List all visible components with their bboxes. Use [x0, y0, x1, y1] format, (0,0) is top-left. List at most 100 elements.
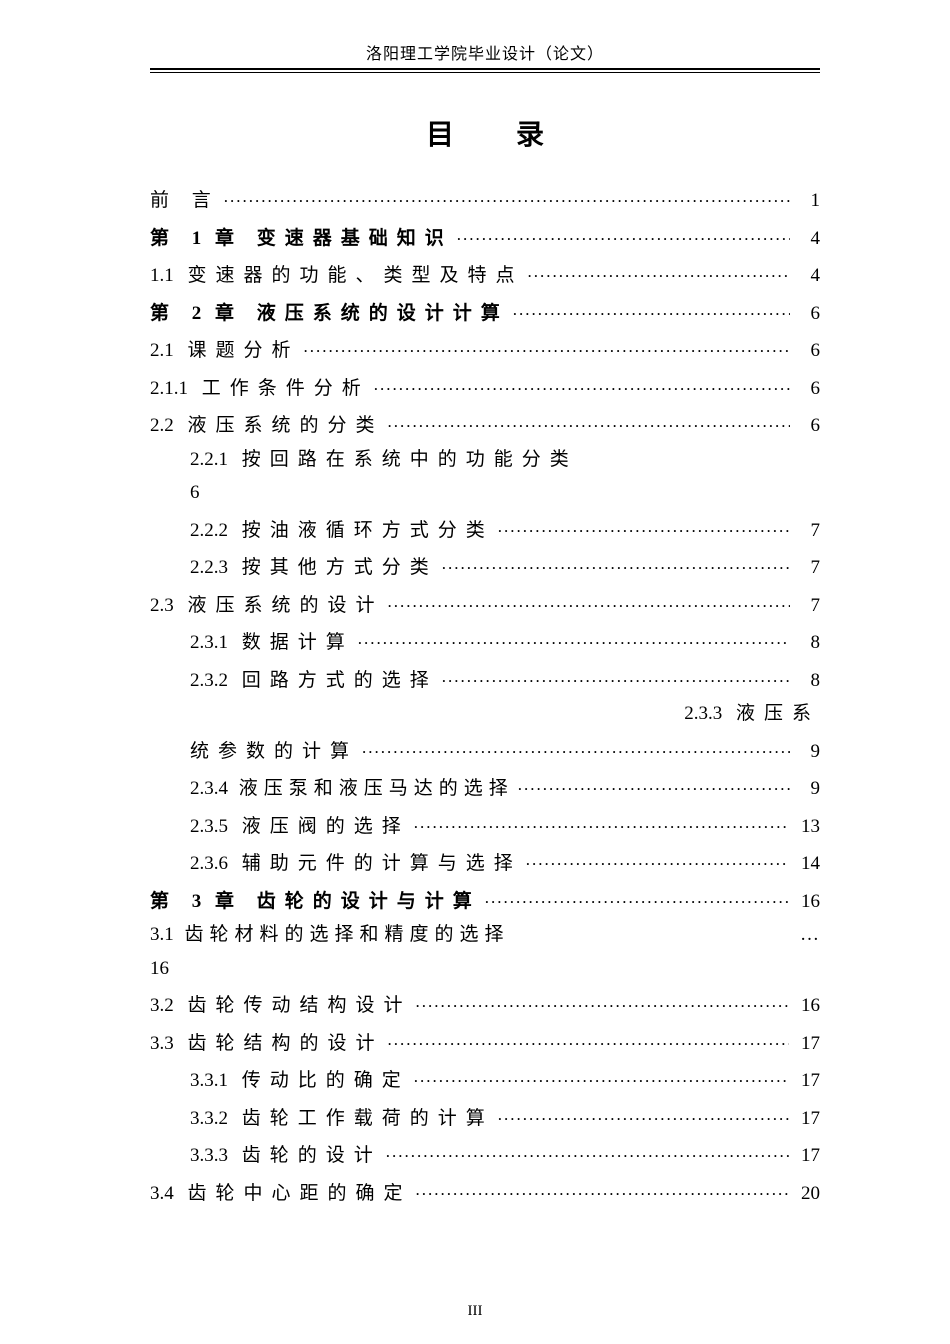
leader [526, 850, 789, 869]
toc-label: 统参数的计算 [190, 742, 358, 761]
toc-label: 2.1.1 工作条件分析 [150, 379, 370, 398]
toc-label: 2.3.6 辅助元件的计算与选择 [190, 854, 522, 873]
toc-label: 第 3 章 齿轮的设计与计算 [150, 892, 481, 911]
toc-page: 13 [793, 817, 820, 836]
toc-row: 3.2 齿轮传动结构设计 16 [150, 992, 820, 1015]
toc-row: 2.3 液压系统的设计 7 [150, 592, 820, 615]
toc-row: 2.1 课题分析 6 [150, 337, 820, 360]
leader [388, 1030, 789, 1049]
toc-row: 6 [150, 483, 820, 502]
toc-row: 3.3.2 齿轮工作载荷的计算 17 [150, 1105, 820, 1128]
toc-label: 2.3.4 液压泵和液压马达的选择 [190, 779, 514, 798]
toc-label: 2.3.2 回路方式的选择 [190, 671, 438, 690]
toc-page: 9 [794, 779, 820, 798]
toc-page: 8 [794, 633, 820, 652]
toc-label: 第 2 章 液压系统的设计计算 [150, 304, 509, 323]
toc-page: 14 [793, 854, 820, 873]
leader [498, 1105, 789, 1124]
leader [388, 412, 790, 431]
leader [416, 1180, 789, 1199]
toc-page: 7 [794, 521, 820, 540]
toc-row: 前 言 1 [150, 187, 820, 210]
toc-row: 2.2 液压系统的分类 6 [150, 412, 820, 435]
toc-page: 4 [794, 229, 820, 248]
toc-page: 1 [794, 191, 820, 210]
toc-label: 3.3.1 传动比的确定 [190, 1071, 410, 1090]
leader [442, 667, 790, 686]
toc-label: 3.3.3 齿轮的设计 [190, 1146, 382, 1165]
toc-row: 3.3.3 齿轮的设计 17 [150, 1142, 820, 1165]
title: 目 录 [150, 113, 820, 153]
toc-row: 统参数的计算 9 [150, 738, 820, 761]
toc-page: 7 [794, 558, 820, 577]
toc-label: 3.3 齿轮结构的设计 [150, 1034, 384, 1053]
leader [485, 888, 789, 907]
leader [528, 262, 790, 281]
leader [498, 517, 790, 536]
toc-row: 16 [150, 959, 820, 978]
toc-row: 1.1 变速器的功能、类型及特点 4 [150, 262, 820, 285]
toc-label: 2.2 液压系统的分类 [150, 416, 384, 435]
toc-label: 2.1 课题分析 [150, 341, 300, 360]
page-number: III [0, 1303, 950, 1320]
toc-page: 17 [793, 1146, 820, 1165]
toc-row: 3.3 齿轮结构的设计 17 [150, 1030, 820, 1053]
leader [414, 1067, 789, 1086]
toc-row: 2.2.1 按回路在系统中的功能分类 [150, 450, 820, 469]
toc-page: 6 [794, 416, 820, 435]
leader [442, 554, 790, 573]
header-rule-thick [150, 68, 820, 70]
toc-label: 2.2.3 按其他方式分类 [190, 558, 438, 577]
leader [414, 813, 789, 832]
toc-row: 2.3.4 液压泵和液压马达的选择 9 [150, 775, 820, 798]
toc-row: 2.1.1 工作条件分析 6 [150, 375, 820, 398]
toc-row: 2.3.1 数据计算 8 [150, 629, 820, 652]
header-rule-thin [150, 72, 820, 73]
leader [416, 992, 789, 1011]
toc-row: 第 2 章 液压系统的设计计算 6 [150, 300, 820, 323]
toc: 前 言 1 第 1 章 变速器基础知识 4 1.1 变速器的功能、类型及特点 4… [150, 187, 820, 1203]
toc-page: 8 [794, 671, 820, 690]
leader [513, 300, 790, 319]
header-text: 洛阳理工学院毕业设计（论文） [150, 40, 820, 68]
toc-page: 6 [794, 341, 820, 360]
toc-page: 6 [794, 304, 820, 323]
title-left: 目 [426, 113, 454, 153]
leader [374, 375, 790, 394]
toc-label: 前 言 [150, 191, 220, 210]
toc-label: 2.3.1 数据计算 [190, 633, 354, 652]
toc-ellipsis: … [792, 925, 820, 944]
toc-page: 7 [794, 596, 820, 615]
toc-page: 17 [793, 1109, 820, 1128]
toc-page: 6 [794, 379, 820, 398]
leader [386, 1142, 789, 1161]
leader [362, 738, 790, 757]
leader [358, 629, 790, 648]
toc-row: 2.2.3 按其他方式分类 7 [150, 554, 820, 577]
toc-page: 16 [793, 892, 820, 911]
page: 洛阳理工学院毕业设计（论文） 目 录 前 言 1 第 1 章 变速器基础知识 4… [0, 0, 950, 1344]
toc-label: 2.3.3 液压系 [684, 703, 820, 724]
toc-row: 2.3.6 辅助元件的计算与选择 14 [150, 850, 820, 873]
toc-page: 17 [793, 1034, 820, 1053]
toc-row: 2.3.3 液压系 [150, 704, 820, 723]
toc-label: 3.2 齿轮传动结构设计 [150, 996, 412, 1015]
toc-label: 3.3.2 齿轮工作载荷的计算 [190, 1109, 494, 1128]
toc-row: 2.3.2 回路方式的选择 8 [150, 667, 820, 690]
toc-label: 1.1 变速器的功能、类型及特点 [150, 266, 524, 285]
toc-label: 2.3.5 液压阀的选择 [190, 817, 410, 836]
toc-row: 第 1 章 变速器基础知识 4 [150, 225, 820, 248]
toc-label: 3.4 齿轮中心距的确定 [150, 1184, 412, 1203]
toc-label: 3.1 齿轮材料的选择和精度的选择 [150, 925, 510, 944]
toc-label: 2.3 液压系统的设计 [150, 596, 384, 615]
toc-row: 第 3 章 齿轮的设计与计算 16 [150, 888, 820, 911]
toc-row: 3.4 齿轮中心距的确定 20 [150, 1180, 820, 1203]
title-right: 录 [516, 113, 544, 153]
toc-row: 3.1 齿轮材料的选择和精度的选择 … [150, 925, 820, 944]
toc-page: 4 [794, 266, 820, 285]
toc-label: 16 [150, 959, 169, 978]
toc-page: 9 [794, 742, 820, 761]
leader [518, 775, 790, 794]
leader [224, 187, 790, 206]
toc-page: 20 [793, 1184, 820, 1203]
